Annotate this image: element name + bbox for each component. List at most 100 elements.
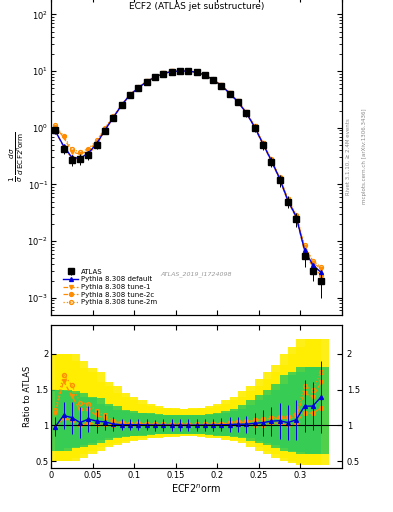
Pythia 8.308 default [128, 92, 132, 98]
Pythia 8.308 tune-2c [302, 249, 307, 255]
Pythia 8.308 default [211, 77, 215, 83]
Pythia 8.308 tune-1 [269, 157, 274, 163]
Pythia 8.308 tune-2m [219, 82, 224, 88]
Pythia 8.308 tune-1 [261, 140, 265, 146]
Pythia 8.308 tune-2m [136, 84, 141, 91]
Pythia 8.308 tune-2m [302, 242, 307, 248]
Text: Rivet 3.1.10, ≥ 2.4M events: Rivet 3.1.10, ≥ 2.4M events [346, 118, 351, 195]
Pythia 8.308 default [111, 114, 116, 120]
Pythia 8.308 tune-1 [86, 147, 91, 154]
Pythia 8.308 tune-1 [119, 101, 124, 108]
Pythia 8.308 default [310, 262, 315, 268]
Pythia 8.308 tune-2c [244, 110, 249, 116]
X-axis label: ECF2$^n$orm: ECF2$^n$orm [171, 483, 222, 496]
Pythia 8.308 default [152, 74, 157, 80]
Pythia 8.308 tune-1 [111, 114, 116, 120]
Pythia 8.308 tune-2m [61, 133, 66, 139]
Pythia 8.308 tune-2c [294, 215, 299, 221]
Pythia 8.308 tune-2m [310, 258, 315, 264]
Pythia 8.308 tune-1 [161, 70, 165, 76]
Pythia 8.308 tune-1 [252, 123, 257, 129]
Pythia 8.308 default [302, 247, 307, 253]
Pythia 8.308 default [161, 71, 165, 77]
Pythia 8.308 tune-2c [252, 124, 257, 131]
Pythia 8.308 tune-2m [202, 72, 207, 78]
Pythia 8.308 default [61, 143, 66, 149]
Line: Pythia 8.308 tune-1: Pythia 8.308 tune-1 [53, 69, 323, 271]
Pythia 8.308 tune-2c [261, 142, 265, 148]
Pythia 8.308 tune-2c [119, 102, 124, 108]
Text: ECF2 (ATLAS jet substructure): ECF2 (ATLAS jet substructure) [129, 2, 264, 11]
Pythia 8.308 default [119, 102, 124, 108]
Pythia 8.308 tune-2m [119, 101, 124, 108]
Pythia 8.308 tune-2m [111, 113, 116, 119]
Pythia 8.308 default [228, 90, 232, 96]
Pythia 8.308 tune-1 [53, 123, 58, 130]
Pythia 8.308 tune-2m [236, 98, 241, 104]
Pythia 8.308 tune-1 [152, 74, 157, 80]
Pythia 8.308 tune-1 [277, 175, 282, 181]
Pythia 8.308 tune-2m [228, 90, 232, 96]
Pythia 8.308 default [53, 128, 58, 134]
Pythia 8.308 tune-2c [286, 199, 290, 205]
Pythia 8.308 tune-1 [286, 196, 290, 202]
Pythia 8.308 tune-2c [136, 85, 141, 91]
Pythia 8.308 tune-2c [236, 99, 241, 105]
Pythia 8.308 tune-2c [86, 152, 91, 158]
Pythia 8.308 tune-2c [269, 158, 274, 164]
Pythia 8.308 default [78, 155, 83, 161]
Pythia 8.308 tune-2m [78, 149, 83, 155]
Pythia 8.308 default [86, 150, 91, 156]
Pythia 8.308 tune-1 [78, 152, 83, 158]
Pythia 8.308 tune-1 [219, 82, 224, 89]
Pythia 8.308 tune-2c [111, 115, 116, 121]
Pythia 8.308 tune-1 [178, 68, 182, 74]
Pythia 8.308 tune-2m [70, 146, 74, 152]
Pythia 8.308 tune-2c [169, 69, 174, 75]
Pythia 8.308 tune-2m [103, 125, 107, 131]
Pythia 8.308 default [286, 198, 290, 204]
Pythia 8.308 default [194, 69, 199, 75]
Pythia 8.308 default [178, 68, 182, 74]
Pythia 8.308 tune-2c [103, 127, 107, 134]
Pythia 8.308 tune-2m [152, 74, 157, 80]
Pythia 8.308 tune-2c [144, 79, 149, 85]
Pythia 8.308 default [144, 78, 149, 84]
Pythia 8.308 tune-1 [244, 109, 249, 115]
Pythia 8.308 tune-2c [61, 144, 66, 150]
Pythia 8.308 tune-2c [53, 128, 58, 134]
Pythia 8.308 tune-2m [194, 69, 199, 75]
Pythia 8.308 tune-2m [169, 68, 174, 74]
Pythia 8.308 tune-1 [169, 68, 174, 74]
Pythia 8.308 tune-1 [194, 69, 199, 75]
Pythia 8.308 tune-2c [94, 141, 99, 147]
Pythia 8.308 tune-1 [61, 134, 66, 140]
Pythia 8.308 tune-1 [128, 92, 132, 98]
Pythia 8.308 default [186, 68, 191, 74]
Pythia 8.308 tune-2m [286, 196, 290, 202]
Pythia 8.308 tune-2m [161, 70, 165, 76]
Pythia 8.308 tune-2c [178, 68, 182, 74]
Pythia 8.308 default [252, 124, 257, 130]
Pythia 8.308 tune-2m [186, 68, 191, 74]
Pythia 8.308 tune-2c [219, 83, 224, 89]
Y-axis label: $\frac{1}{\sigma}\,\frac{d\sigma}{d\,\mathrm{ECF2}^n\!\mathrm{orm}}$: $\frac{1}{\sigma}\,\frac{d\sigma}{d\,\ma… [7, 131, 26, 181]
Pythia 8.308 default [269, 157, 274, 163]
Pythia 8.308 tune-2m [86, 145, 91, 152]
Pythia 8.308 tune-2c [186, 68, 191, 74]
Pythia 8.308 default [169, 69, 174, 75]
Pythia 8.308 tune-2m [144, 78, 149, 84]
Pythia 8.308 default [136, 85, 141, 91]
Pythia 8.308 tune-2m [269, 156, 274, 162]
Pythia 8.308 default [103, 127, 107, 133]
Pythia 8.308 tune-2c [78, 156, 83, 162]
Pythia 8.308 tune-1 [319, 266, 323, 272]
Pythia 8.308 tune-2c [152, 74, 157, 80]
Pythia 8.308 default [244, 110, 249, 116]
Line: Pythia 8.308 default: Pythia 8.308 default [53, 69, 323, 274]
Pythia 8.308 tune-2m [252, 123, 257, 129]
Pythia 8.308 tune-1 [211, 76, 215, 82]
Text: mcplots.cern.ch [arXiv:1306.3436]: mcplots.cern.ch [arXiv:1306.3436] [362, 109, 367, 204]
Pythia 8.308 tune-2m [319, 264, 323, 270]
Legend: ATLAS, Pythia 8.308 default, Pythia 8.308 tune-1, Pythia 8.308 tune-2c, Pythia 8: ATLAS, Pythia 8.308 default, Pythia 8.30… [61, 266, 160, 308]
